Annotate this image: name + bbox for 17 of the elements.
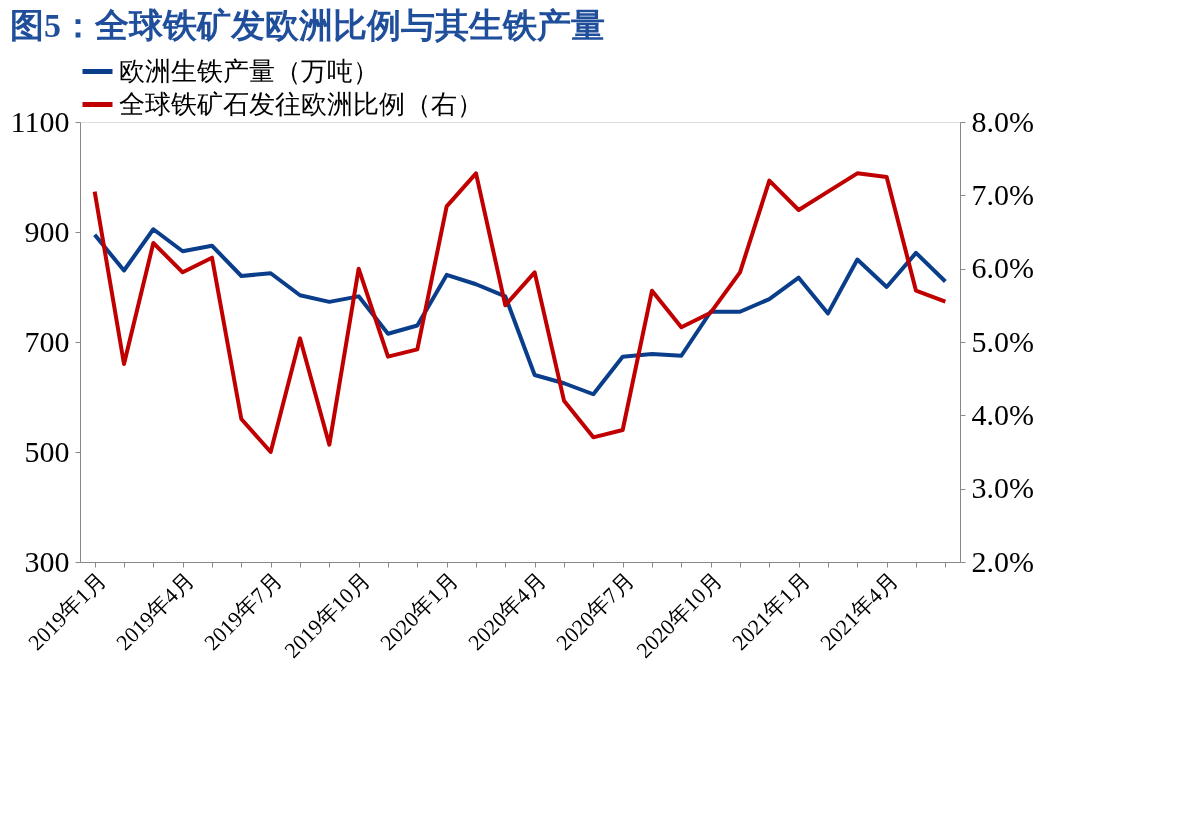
- line-series: [92, 227, 948, 397]
- line-series: [92, 171, 948, 454]
- y2-tick-label: 4.0%: [971, 397, 1034, 431]
- y2-tick-label: 8.0%: [971, 104, 1034, 138]
- legend-label: 全球铁矿石发往欧洲比例（右）: [119, 89, 483, 119]
- y2-tick-label: 6.0%: [971, 251, 1034, 285]
- y-tick-label: 900: [24, 214, 70, 248]
- y-tick-label: 700: [24, 324, 70, 358]
- y-tick-label: 1100: [10, 104, 70, 138]
- y-tick-label: 500: [24, 434, 70, 468]
- y2-tick-label: 3.0%: [971, 471, 1034, 505]
- chart-title: 图5：全球铁矿发欧洲比例与其生铁产量: [10, 7, 606, 44]
- y2-tick-label: 7.0%: [971, 177, 1034, 211]
- legend-label: 欧洲生铁产量（万吨）: [119, 56, 379, 86]
- y2-tick-label: 2.0%: [971, 544, 1034, 578]
- y2-tick-label: 5.0%: [971, 324, 1034, 358]
- y-tick-label: 300: [24, 544, 70, 578]
